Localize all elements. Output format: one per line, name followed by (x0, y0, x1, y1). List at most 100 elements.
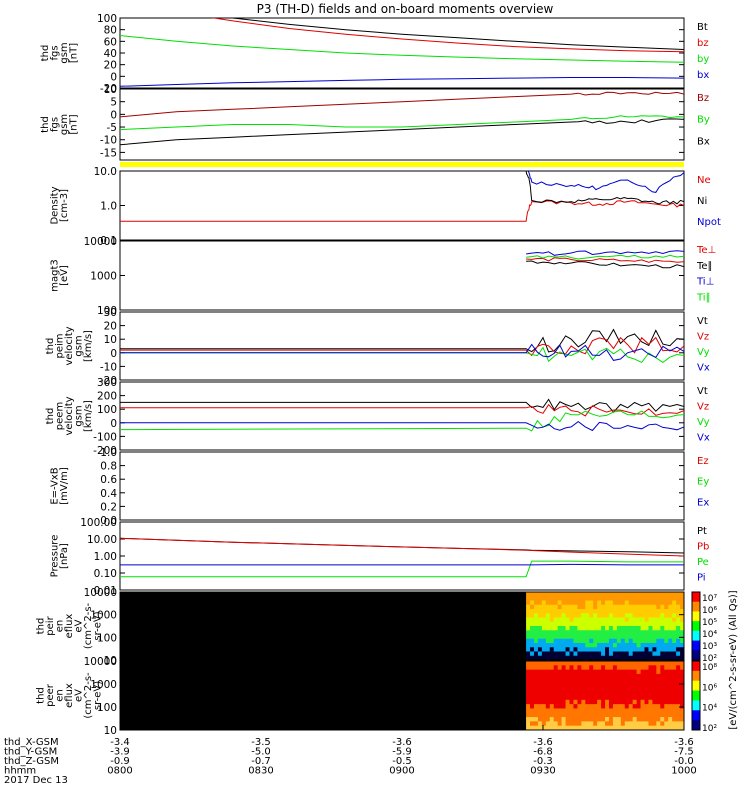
spectrogram-cell (660, 592, 665, 597)
spectrogram-cell (664, 592, 669, 597)
spectrogram-cell (605, 712, 610, 718)
spectrogram-cell (593, 604, 598, 610)
spectrogram-cell (672, 686, 677, 692)
spectrogram-cell (597, 630, 602, 635)
spectrogram-cell (620, 638, 626, 644)
spectrogram-cell (664, 621, 669, 627)
spectrogram-cell (545, 651, 551, 657)
spectrogram-cell (612, 712, 618, 718)
spectrogram-cell (612, 661, 618, 666)
spectrogram-cell (585, 638, 590, 644)
spectrogram-cell (656, 717, 661, 722)
spectrogram-cell (589, 655, 594, 661)
colorbar-tick-label: 10² (702, 654, 717, 664)
spectrogram-cell (561, 682, 567, 688)
spectrogram-cell (644, 609, 649, 614)
colorbar-tick-label: 10⁶ (702, 606, 717, 616)
spectrogram-cell (608, 604, 614, 610)
spectrogram-cell (648, 704, 653, 709)
spectrogram-cell (660, 712, 665, 718)
spectrogram-cell (593, 613, 598, 618)
spectrogram-cell (565, 665, 571, 671)
spectrogram-cell (549, 643, 555, 648)
spectrogram-cell (549, 717, 555, 722)
spectrogram-cell (652, 673, 657, 679)
spectrogram-cell (608, 643, 614, 648)
spectrogram-cell (553, 686, 559, 692)
spectrogram-cell (549, 651, 555, 657)
spectrogram-cell (565, 609, 571, 614)
ylabel-line: [nPa] (59, 543, 70, 569)
spectrogram-cell (593, 661, 598, 666)
colorbar-tick-label: 10⁷ (702, 594, 717, 604)
spectrogram-cell (601, 609, 606, 614)
spectrogram-cell (676, 600, 681, 606)
ylabel-line: Density (49, 186, 60, 224)
spectrogram-cell (526, 600, 531, 606)
spectrogram-cell (668, 725, 673, 731)
spectrogram-cell (597, 725, 602, 731)
spectrogram-cell (589, 712, 594, 718)
spectrogram-cell (664, 655, 669, 661)
spectrogram-cell (569, 651, 574, 657)
ylabel-line: gsm (74, 335, 85, 356)
spectrogram-cell (561, 638, 567, 644)
spectrogram-cell (624, 678, 630, 684)
spectrogram-cell (593, 665, 598, 671)
spectrogram-cell (585, 655, 590, 661)
spectrogram-cell (585, 647, 590, 652)
spectrogram-cell (581, 708, 586, 714)
spectrogram-cell (545, 609, 551, 614)
spectrogram-cell (648, 686, 653, 692)
spectrogram-cell (549, 613, 555, 618)
spectrogram-cell (573, 661, 578, 666)
ytick-label: 100 (97, 702, 117, 714)
ylabel-line: thd (45, 408, 56, 425)
spectrogram-cell (533, 665, 539, 671)
spectrogram-cell (581, 721, 586, 727)
spectrogram-cell (628, 655, 634, 661)
ylabel-line: [nT] (68, 43, 79, 63)
spectrogram-cell (660, 665, 665, 671)
spectrogram-cell (628, 717, 634, 722)
spectrogram-cell (530, 686, 535, 692)
spectrogram-cell (593, 669, 598, 675)
spectrogram-cell (612, 626, 618, 631)
legend-entry: Te⊥ (696, 245, 716, 256)
spectrogram-cell (608, 596, 614, 601)
spectrogram-cell (672, 617, 677, 623)
spectrogram-cell (549, 626, 555, 631)
spectrogram-cell (565, 630, 571, 635)
spectrogram-cell (573, 630, 578, 635)
spectrogram-cell (612, 699, 618, 705)
spectrogram-cell (636, 600, 642, 606)
spectrogram-cell (608, 695, 614, 701)
spectrogram-cell (565, 626, 571, 631)
spectrogram-cell (620, 596, 626, 601)
spectrogram-cell (640, 634, 646, 640)
spectrogram-cell (577, 596, 582, 601)
spectrogram-cell (530, 695, 535, 701)
spectrogram-cell (549, 699, 555, 705)
spectrogram-cell (648, 596, 653, 601)
spectrogram-cell (636, 647, 642, 652)
spectrogram-cell (652, 682, 657, 688)
spectrogram-cell (553, 596, 559, 601)
spectrogram-cell (561, 596, 567, 601)
spectrogram-cell (660, 673, 665, 679)
spectrogram-cell (533, 708, 539, 714)
spectrogram-cell (561, 712, 567, 718)
spectrogram-cell (644, 638, 649, 644)
spectrogram-cell (636, 686, 642, 692)
spectrogram-cell (589, 630, 594, 635)
spectrogram-cell (605, 717, 610, 722)
spectrogram-cell (660, 691, 665, 696)
colorbar: 10⁸ 10⁶ 10⁴ 10² (691, 660, 717, 734)
ytick-label: 0.8 (100, 461, 117, 473)
spectrogram-cell (577, 613, 582, 618)
spectrogram-cell (557, 699, 563, 705)
spectrogram-cell (628, 704, 634, 709)
spectrogram-cell (601, 626, 606, 631)
colorbar-segment (692, 601, 700, 612)
